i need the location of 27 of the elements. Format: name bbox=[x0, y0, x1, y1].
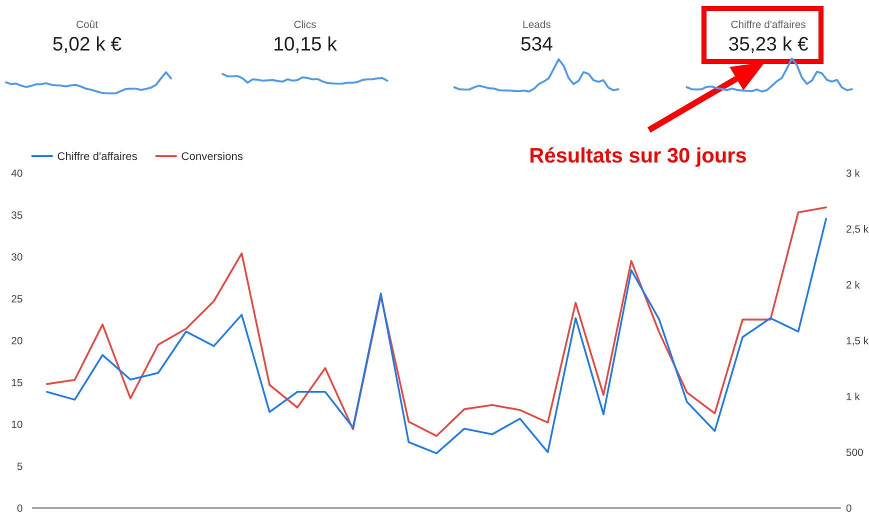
y2-tick-label: 0 bbox=[846, 504, 852, 512]
chart-subtitle: 5,02 k € bbox=[53, 36, 122, 53]
chart-title: Coût bbox=[76, 20, 98, 28]
y-tick-label: 35 bbox=[12, 211, 22, 219]
y-tick-label: 20 bbox=[12, 337, 22, 344]
y2-tick-label: 2 k bbox=[846, 280, 860, 288]
chart-subtitle: 35,23 k € bbox=[729, 36, 808, 53]
legend-label: Chiffre d'affaires bbox=[58, 152, 137, 160]
chart-title: Leads bbox=[523, 20, 551, 28]
y-tick-label: 5 bbox=[17, 462, 22, 470]
y2-tick-label: 3 k bbox=[846, 169, 860, 177]
y2-tick-label: 500 bbox=[846, 448, 863, 456]
y2-tick-label: 2,5 k bbox=[846, 225, 869, 234]
chart-subtitle: 10,15 k bbox=[274, 36, 337, 53]
legend-label: Conversions bbox=[182, 152, 243, 160]
y2-tick-label: 1 k bbox=[846, 392, 860, 400]
y-tick-label: 25 bbox=[12, 295, 22, 302]
y-tick-label: 30 bbox=[12, 253, 22, 261]
y2-tick-label: 1,5 k bbox=[846, 336, 869, 346]
y-tick-label: 10 bbox=[12, 420, 22, 428]
y-tick-label: 15 bbox=[12, 378, 22, 386]
y-tick-label: 0 bbox=[17, 504, 22, 512]
chart-title: Clics bbox=[294, 20, 316, 28]
chart-subtitle: 534 bbox=[521, 36, 552, 51]
text: Résultats sur 30 jours bbox=[530, 147, 746, 167]
y-tick-label: 40 bbox=[11, 170, 22, 177]
chart-title: Chiffre d'affaires bbox=[731, 20, 806, 28]
